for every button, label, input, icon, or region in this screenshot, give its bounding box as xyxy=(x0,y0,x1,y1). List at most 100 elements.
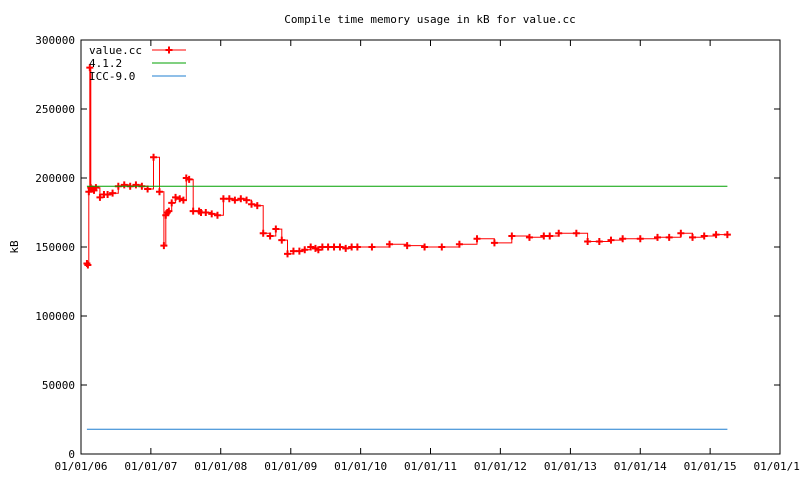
data-point xyxy=(237,195,245,203)
data-point xyxy=(336,243,344,251)
data-point xyxy=(689,233,697,241)
data-point xyxy=(353,243,361,251)
data-point xyxy=(314,246,322,254)
y-tick-label: 50000 xyxy=(42,379,75,392)
data-point xyxy=(231,196,239,204)
data-point xyxy=(595,237,603,245)
data-point xyxy=(540,232,548,240)
data-point xyxy=(330,243,338,251)
data-point xyxy=(723,231,731,239)
data-point xyxy=(266,232,274,240)
data-point xyxy=(86,64,94,72)
data-point xyxy=(219,195,227,203)
x-tick-label: 01/01/14 xyxy=(614,460,667,473)
y-tick-label: 250000 xyxy=(35,103,75,116)
y-tick-label: 200000 xyxy=(35,172,75,185)
data-point xyxy=(403,242,411,250)
data-point xyxy=(284,250,292,258)
data-point xyxy=(555,229,563,237)
x-tick-label: 01/01/11 xyxy=(404,460,457,473)
data-point xyxy=(525,233,533,241)
data-point xyxy=(607,236,615,244)
data-point xyxy=(208,210,216,218)
data-point xyxy=(700,232,708,240)
data-point xyxy=(289,247,297,255)
data-point xyxy=(120,181,128,189)
data-point xyxy=(584,237,592,245)
data-point xyxy=(324,243,332,251)
y-axis-label: kB xyxy=(8,240,21,254)
data-point xyxy=(301,246,309,254)
y-tick-label: 150000 xyxy=(35,241,75,254)
x-tick-label: 01/01/08 xyxy=(194,460,247,473)
data-point xyxy=(278,236,286,244)
x-axis-ticks: 01/01/06 01/01/07 01/01/08 01/01/09 01/01/10… xyxy=(55,40,800,473)
data-point xyxy=(490,239,498,247)
data-point xyxy=(96,193,104,201)
data-point xyxy=(176,195,184,203)
x-tick-label: 01/01/10 xyxy=(334,460,387,473)
data-point xyxy=(368,243,376,251)
y-tick-label: 0 xyxy=(68,448,75,461)
series-value-cc xyxy=(83,64,731,269)
data-point xyxy=(160,242,168,250)
data-point xyxy=(84,261,92,269)
y-tick-label: 300000 xyxy=(35,34,75,47)
data-point xyxy=(104,191,112,199)
data-point xyxy=(619,235,627,243)
data-point xyxy=(185,175,193,183)
data-point xyxy=(712,231,720,239)
data-point xyxy=(168,199,176,207)
data-point xyxy=(572,229,580,237)
data-point xyxy=(109,189,117,197)
chart-title: Compile time memory usage in kB for valu… xyxy=(284,13,575,26)
data-point xyxy=(165,207,173,215)
x-tick-label: 01/01/06 xyxy=(55,460,108,473)
data-point xyxy=(272,225,280,233)
data-point xyxy=(677,229,685,237)
series-layer xyxy=(83,64,731,430)
data-point xyxy=(248,200,256,208)
data-point xyxy=(253,202,261,210)
data-point xyxy=(546,232,554,240)
data-point xyxy=(636,235,644,243)
series-line xyxy=(86,67,728,266)
data-point xyxy=(189,207,197,215)
data-point xyxy=(150,153,158,161)
data-point xyxy=(243,196,251,204)
data-point xyxy=(225,195,233,203)
data-point xyxy=(295,247,303,255)
data-point xyxy=(155,188,163,196)
legend-label: 4.1.2 xyxy=(89,57,122,70)
data-point xyxy=(473,235,481,243)
x-tick-label: 01/01/15 xyxy=(684,460,737,473)
legend-label: ICC-9.0 xyxy=(89,70,135,83)
x-tick-label: 01/01/16 xyxy=(754,460,800,473)
data-point xyxy=(386,240,394,248)
data-point xyxy=(307,243,315,251)
x-tick-label: 01/01/07 xyxy=(124,460,177,473)
data-point xyxy=(665,233,673,241)
data-point xyxy=(421,243,429,251)
data-point xyxy=(179,196,187,204)
data-point xyxy=(132,181,140,189)
data-point xyxy=(172,193,180,201)
x-tick-label: 01/01/09 xyxy=(264,460,317,473)
legend-label: value.cc xyxy=(89,44,142,57)
data-point xyxy=(213,211,221,219)
x-tick-label: 01/01/12 xyxy=(474,460,527,473)
data-point xyxy=(259,229,267,237)
data-point xyxy=(455,240,463,248)
x-tick-label: 01/01/13 xyxy=(544,460,597,473)
data-point xyxy=(654,233,662,241)
legend-marker xyxy=(165,46,173,54)
y-axis-ticks: 0 50000 100000 150000 200000 250000 300000 xyxy=(35,34,780,461)
data-point xyxy=(92,184,100,192)
y-tick-label: 100000 xyxy=(35,310,75,323)
data-point xyxy=(438,243,446,251)
data-point xyxy=(342,244,350,252)
data-point xyxy=(508,232,516,240)
data-point xyxy=(202,209,210,216)
